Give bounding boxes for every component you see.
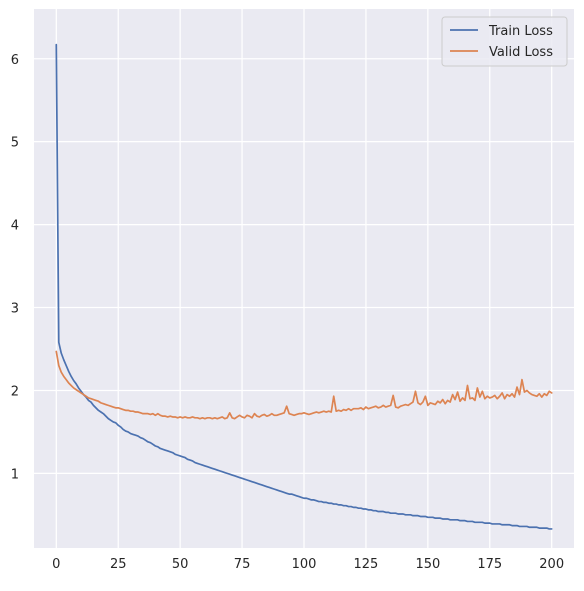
x-tick-label: 100 [292,557,317,572]
legend-label: Valid Loss [489,45,553,60]
x-tick-label: 150 [415,557,440,572]
series-lines [55,43,553,530]
legend: Train Loss Valid Loss [441,16,568,67]
y-tick-label: 1 [11,467,19,482]
x-tick-label: 25 [110,557,127,572]
y-tick-label: 4 [11,219,19,234]
x-tick-label: 200 [539,557,564,572]
x-tick-label: 0 [52,557,60,572]
x-tick-label: 125 [354,557,379,572]
tick-labels: 0 25 50 75 100 125 150 175 200 1 2 3 4 5 6 [11,53,564,572]
y-tick-label: 2 [11,384,19,399]
x-tick-label: 75 [234,557,251,572]
series-line-train-loss [55,43,553,530]
legend-label: Train Loss [488,24,553,39]
y-tick-label: 3 [11,302,19,317]
series-line-valid-loss [55,350,553,420]
grid-lines [34,9,574,548]
x-tick-label: 175 [477,557,502,572]
x-tick-label: 50 [172,557,189,572]
y-tick-label: 6 [11,53,19,68]
y-tick-label: 5 [11,136,19,151]
